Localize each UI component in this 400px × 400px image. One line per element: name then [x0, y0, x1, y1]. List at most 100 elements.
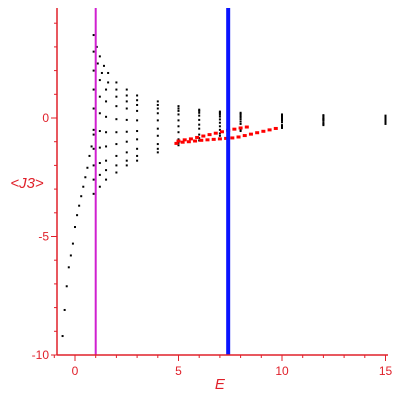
data-point: [156, 147, 159, 150]
data-point: [107, 71, 110, 74]
y-axis-title: <J3>: [10, 175, 44, 192]
data-point: [218, 134, 221, 137]
data-point: [281, 126, 283, 129]
data-point: [156, 151, 159, 154]
data-point: [98, 173, 101, 176]
data-point: [281, 114, 283, 117]
data-point: [65, 285, 68, 288]
data-point: [239, 112, 242, 115]
data-point: [205, 138, 210, 142]
data-point: [281, 117, 283, 119]
data-point: [239, 118, 242, 121]
data-point: [180, 140, 185, 144]
data-point: [242, 134, 247, 138]
data-point: [238, 126, 243, 130]
data-point: [239, 130, 242, 133]
data-point: [92, 34, 95, 37]
data-point: [224, 136, 229, 140]
data-point: [98, 55, 101, 58]
data-point: [384, 122, 387, 125]
data-point: [281, 118, 283, 121]
data-point: [198, 109, 201, 112]
data-point: [239, 111, 242, 114]
data-point: [244, 125, 249, 129]
data-point: [95, 45, 98, 48]
data-point: [92, 50, 95, 53]
data-point: [136, 147, 139, 150]
data-point: [105, 100, 108, 103]
data-point: [86, 166, 89, 169]
data-point: [92, 69, 95, 72]
x-axis-title: E: [215, 376, 226, 393]
data-point: [92, 178, 95, 181]
data-point: [105, 88, 108, 91]
data-point: [281, 121, 283, 124]
data-point: [198, 137, 201, 140]
data-point: [177, 119, 180, 122]
data-point: [322, 121, 325, 124]
data-point: [107, 81, 110, 84]
data-point: [115, 171, 118, 174]
data-point: [61, 335, 64, 338]
data-point: [69, 254, 72, 257]
data-point: [384, 114, 387, 117]
data-point: [384, 120, 387, 123]
data-point: [176, 139, 181, 143]
data-point: [239, 116, 242, 119]
data-point: [115, 143, 118, 146]
data-point: [115, 95, 118, 98]
data-point: [125, 151, 128, 154]
data-point: [281, 113, 283, 116]
data-point: [267, 128, 272, 132]
data-point: [136, 159, 139, 162]
data-point: [236, 135, 241, 139]
data-point: [82, 185, 85, 188]
data-point: [218, 128, 221, 131]
data-point: [125, 130, 128, 133]
data-point: [74, 226, 76, 229]
data-point: [136, 130, 139, 133]
data-point: [115, 81, 118, 84]
data-point: [105, 159, 108, 162]
data-point: [115, 164, 118, 167]
data-point: [136, 103, 139, 106]
data-point: [198, 133, 201, 136]
data-points-layer: [61, 34, 387, 338]
data-point: [63, 308, 66, 311]
data-point: [125, 107, 128, 110]
data-point: [76, 214, 79, 217]
data-point: [186, 140, 191, 144]
data-point: [322, 122, 325, 125]
data-point: [100, 71, 103, 74]
data-point: [136, 109, 139, 112]
x-tick-label: 0: [72, 364, 79, 378]
data-point: [219, 130, 224, 134]
data-point: [88, 154, 91, 157]
data-point: [193, 139, 198, 143]
data-point: [281, 124, 283, 127]
data-point: [239, 114, 242, 117]
data-point: [188, 137, 193, 141]
data-point: [125, 88, 128, 91]
data-point: [98, 162, 101, 165]
data-point: [218, 132, 221, 135]
data-point: [92, 133, 95, 136]
series-group: [92, 50, 387, 118]
data-point: [136, 154, 139, 157]
data-point: [136, 119, 139, 122]
data-point: [98, 185, 101, 188]
data-point: [84, 176, 87, 179]
data-point: [198, 114, 201, 117]
data-point: [96, 62, 99, 65]
data-point: [115, 154, 118, 157]
data-point: [105, 145, 108, 148]
data-point: [136, 99, 139, 102]
data-point: [232, 127, 237, 131]
data-point: [239, 128, 242, 131]
data-point: [201, 134, 206, 138]
data-point: [384, 121, 387, 124]
data-point: [105, 169, 108, 172]
data-point: [78, 204, 81, 207]
series-group: [92, 122, 387, 195]
